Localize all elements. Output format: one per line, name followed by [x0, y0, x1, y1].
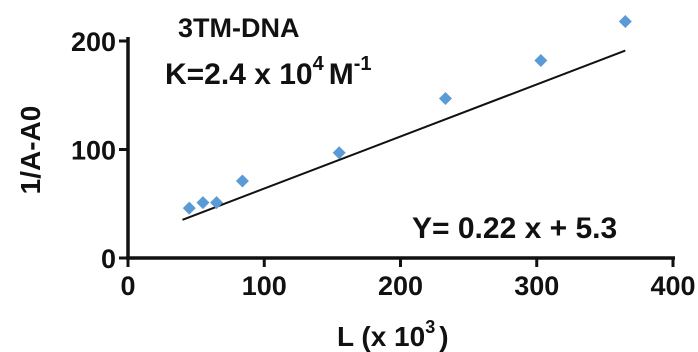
y-tick-label: 0	[101, 244, 116, 274]
x-tick-label: 0	[120, 271, 135, 301]
fit-line-group	[182, 49, 626, 221]
k-annotation-prefix: K=2.4 x 10	[165, 58, 313, 91]
y-tick-label: 200	[71, 27, 116, 57]
x-tick-label: 300	[514, 271, 559, 301]
data-point	[618, 14, 632, 28]
chart-title: 3TM-DNA	[178, 13, 300, 43]
data-point	[438, 92, 452, 106]
data-point	[182, 201, 196, 215]
x-axis-label-text: L (x 10	[337, 321, 425, 352]
k-annotation: K=2.4 x 104 M-1	[165, 53, 372, 91]
k-annotation-unit: M	[329, 58, 354, 91]
ticks: 0 100 200 300 400 0 100 200	[71, 27, 696, 301]
x-axis-label: L (x 103)	[337, 317, 449, 352]
data-point	[210, 196, 224, 210]
data-point	[235, 174, 249, 188]
k-annotation-unit-exp: -1	[354, 53, 372, 75]
x-tick-label: 400	[650, 271, 695, 301]
fit-equation: Y= 0.22 x + 5.3	[412, 212, 617, 245]
fit-line	[182, 49, 626, 221]
x-tick-label: 100	[242, 271, 287, 301]
data-point	[332, 146, 346, 160]
x-axis-label-exp: 3	[425, 317, 435, 337]
data-points	[182, 14, 632, 215]
k-annotation-exp: 4	[313, 53, 325, 75]
data-point	[196, 196, 210, 210]
x-axis-label-suffix: )	[439, 321, 448, 352]
y-tick-label: 100	[71, 136, 116, 166]
x-tick-label: 200	[378, 271, 423, 301]
data-point	[534, 54, 548, 68]
y-axis-label: 1/A-A0	[15, 106, 46, 195]
